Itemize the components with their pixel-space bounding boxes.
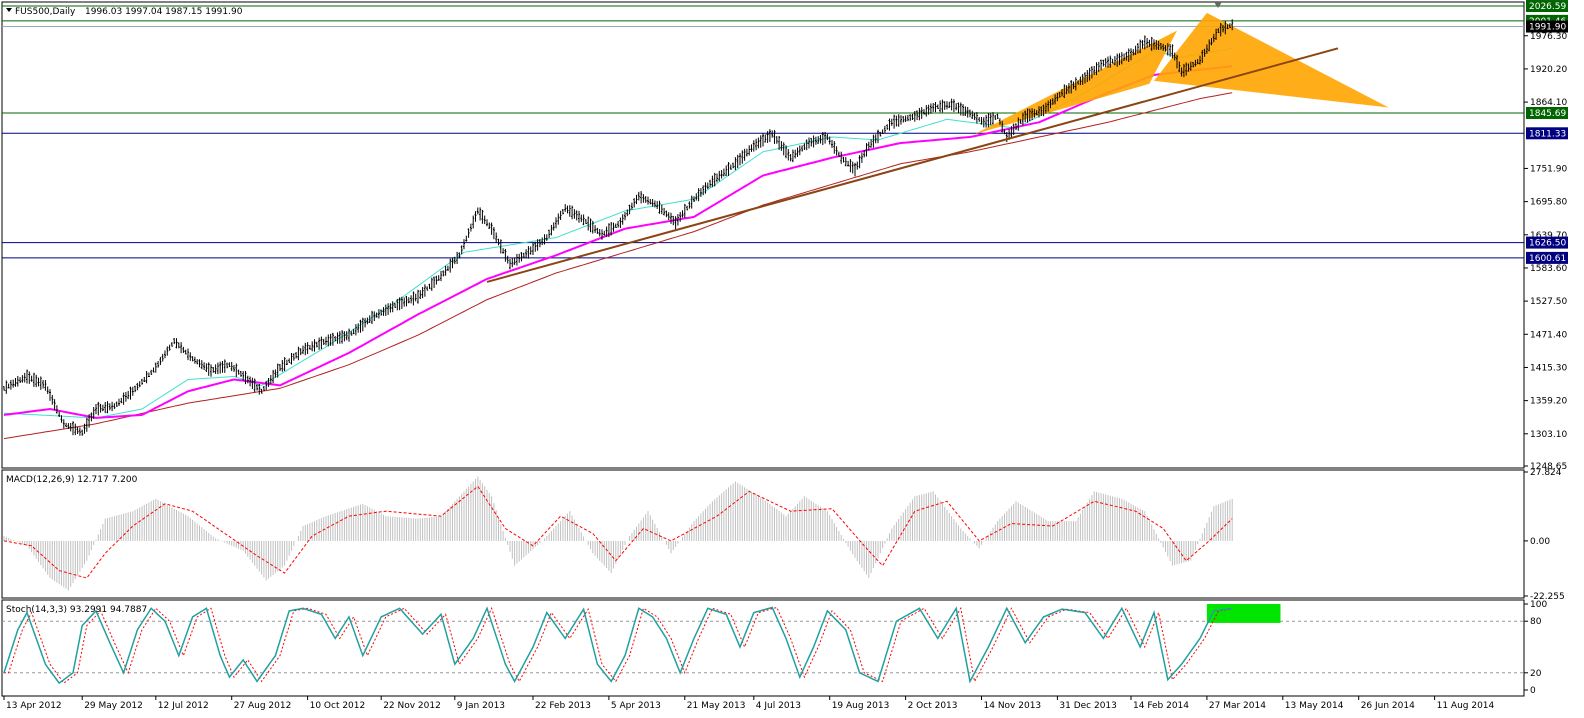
time-tick-label: 13 May 2014: [1285, 701, 1344, 711]
stoch-panel[interactable]: 100 80 20 0 Stoch(14,3,3) 93.2991 94.7887: [1, 599, 1547, 697]
macd-label: MACD(12,26,9) 12.717 7.200: [6, 475, 138, 485]
price-tick-label: 1920.20: [1530, 65, 1567, 75]
level-label-text: 2026.59: [1529, 2, 1566, 12]
trend-lines: [486, 47, 1339, 283]
level-label-box: [1526, 20, 1568, 33]
price-tick-label: 1751.90: [1530, 164, 1567, 174]
stoch-tick-label: 0: [1530, 686, 1536, 696]
stoch-tick-label: 80: [1530, 617, 1542, 627]
level-label-box: [1526, 236, 1568, 249]
slow-ema-line: [3, 92, 1233, 440]
time-tick-label: 31 Dec 2013: [1059, 701, 1117, 711]
macd-tick-label: 0.00: [1530, 537, 1550, 547]
time-tick-label: 27 Aug 2012: [234, 701, 292, 711]
time-tick-label: 11 Aug 2014: [1437, 701, 1495, 711]
price-tick-label: 1359.20: [1530, 397, 1567, 407]
price-tick-label: 1303.10: [1530, 430, 1567, 440]
time-tick-label: 2 Oct 2013: [908, 701, 958, 711]
level-label-box: [1526, 127, 1568, 140]
macd-axis: 27.824 0.00 -22.255: [1524, 468, 1565, 602]
trend-line: [486, 47, 1339, 283]
macd-panel-frame: [1, 469, 1525, 599]
price-axis: 1976.30 1920.20 1864.10 1751.90 1695.80 1639.…: [1524, 32, 1567, 472]
price-tick-label: 1639.70: [1530, 231, 1567, 241]
time-tick-label: 5 Apr 2013: [611, 701, 661, 711]
time-tick-label: 4 Jul 2013: [756, 701, 801, 711]
price-tick-label: 1471.40: [1530, 330, 1567, 340]
level-label-text: 1991.90: [1529, 23, 1566, 33]
time-tick-label: 29 May 2012: [84, 701, 143, 711]
level-price-labels: 2026.592001.461991.901845.691811.331626.…: [1526, 0, 1568, 264]
macd-panel[interactable]: 27.824 0.00 -22.255 MACD(12,26,9) 12.717 7…: [1, 468, 1565, 602]
ohlc-label: 1996.03 1997.04 1987.15 1991.90: [85, 7, 243, 17]
level-label-text: 1626.50: [1529, 239, 1566, 249]
price-tick-label: 1415.30: [1530, 363, 1567, 373]
stoch-panel-frame: [1, 599, 1525, 697]
mid-ema-line: [3, 65, 1233, 419]
time-tick-label: 14 Feb 2014: [1133, 701, 1189, 711]
macd-signal-line: [3, 485, 1233, 579]
time-tick-label: 10 Oct 2012: [310, 701, 366, 711]
time-tick-label: 22 Feb 2013: [535, 701, 591, 711]
time-tick-label: 26 Jun 2014: [1361, 701, 1415, 711]
level-label-text: 1845.69: [1529, 109, 1566, 119]
stoch-label: Stoch(14,3,3) 93.2991 94.7887: [6, 605, 147, 615]
horizontal-levels: [2, 5, 1524, 259]
symbol-label: FUS500,Daily: [15, 7, 76, 17]
time-tick-label: 21 May 2013: [687, 701, 746, 711]
macd-histogram: [3, 476, 1233, 591]
price-panel[interactable]: 1976.30 1920.20 1864.10 1751.90 1695.80 1639.…: [1, 0, 1568, 472]
stoch-highlight-box: [1206, 604, 1281, 623]
stoch-tick-label: 20: [1530, 669, 1542, 679]
stoch-tick-label: 100: [1530, 600, 1547, 610]
level-label-box: [1526, 106, 1568, 119]
price-tick-label: 1695.80: [1530, 198, 1567, 208]
price-tick-label: 1976.30: [1530, 32, 1567, 42]
time-tick-label: 12 Jul 2012: [158, 701, 209, 711]
time-tick-label: 27 Mar 2014: [1209, 701, 1266, 711]
shift-marker-icon[interactable]: [1214, 2, 1222, 8]
time-tick-label: 13 Apr 2012: [6, 701, 62, 711]
price-tick-label: 1864.10: [1530, 98, 1567, 108]
time-tick-label: 22 Nov 2012: [383, 701, 441, 711]
macd-tick-label: 27.824: [1530, 468, 1562, 478]
orange-triangle: [1154, 12, 1389, 108]
chart-title: FUS500,Daily 1996.03 1997.04 1987.15 199…: [6, 7, 243, 17]
time-axis: 13 Apr 2012 29 May 2012 12 Jul 2012 27 Aug …: [3, 696, 1495, 711]
macd-tick-label: -22.255: [1530, 592, 1565, 602]
stoch-k-line: [3, 606, 1233, 685]
dropdown-arrow-icon[interactable]: [6, 8, 12, 12]
stoch-axis: 100 80 20 0: [1524, 600, 1547, 696]
stoch-d-line: [4, 606, 1233, 684]
price-bars: [3, 19, 1234, 436]
stoch-lines: [3, 606, 1233, 685]
time-tick-label: 14 Nov 2013: [984, 701, 1042, 711]
stoch-highlight-rect: [1206, 604, 1281, 623]
time-tick-label: 19 Aug 2013: [832, 701, 890, 711]
price-tick-label: 1248.65: [1530, 462, 1567, 472]
price-tick-label: 1583.60: [1530, 264, 1567, 274]
macd-signal-path: [3, 485, 1233, 579]
level-label-text: 1600.61: [1529, 254, 1566, 264]
level-label-box: [1526, 0, 1568, 13]
time-tick-label: 9 Jan 2013: [457, 701, 505, 711]
price-tick-label: 1527.50: [1530, 297, 1567, 307]
level-label-text: 1811.33: [1529, 129, 1566, 139]
level-label-box: [1526, 251, 1568, 264]
